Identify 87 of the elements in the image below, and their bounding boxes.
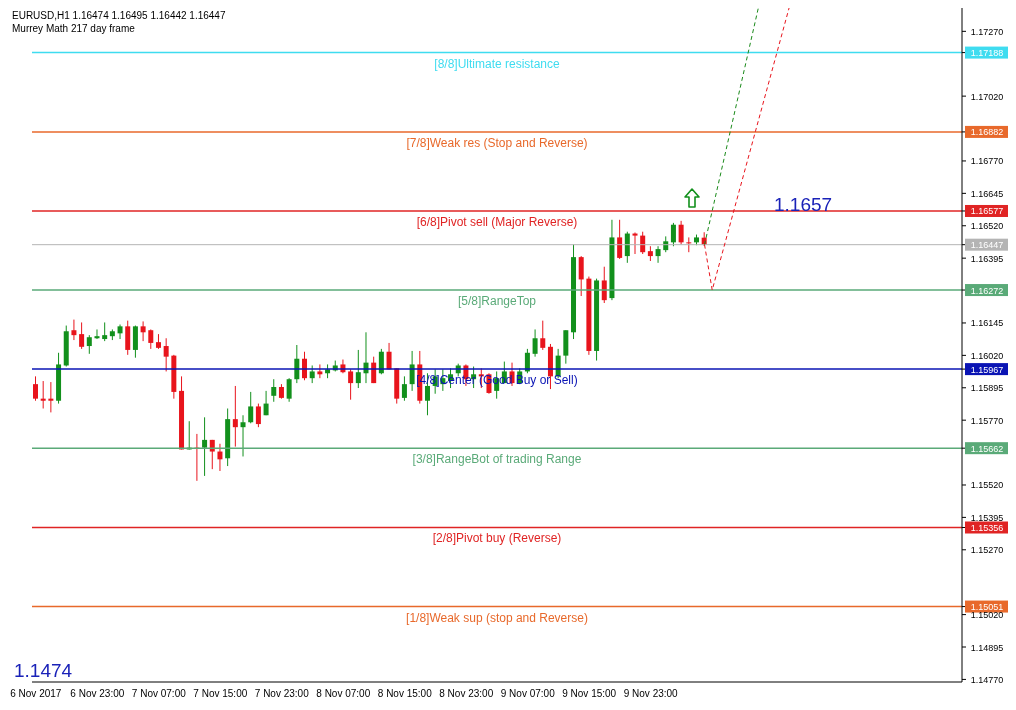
- candlestick: [655, 245, 661, 264]
- candlestick: [71, 319, 77, 341]
- candlestick: [148, 328, 154, 350]
- candlestick: [601, 266, 607, 304]
- candlestick: [163, 337, 169, 372]
- y-tick-label: 1.14895: [970, 642, 1004, 653]
- text: Murrey Math 217 day frame: [12, 23, 135, 34]
- candlestick: [532, 328, 538, 358]
- y-tick-label: 1.16577: [970, 206, 1004, 217]
- y-tick-label: 1.15395: [970, 512, 1004, 523]
- candlestick: [401, 375, 407, 402]
- candlestick: [386, 342, 392, 370]
- candlestick: [33, 375, 38, 402]
- annotation: 1.1474: [14, 660, 73, 682]
- candlestick: [255, 403, 261, 428]
- candlestick: [409, 350, 415, 392]
- x-tick-label: 8 Nov 15:00: [377, 688, 433, 700]
- y-tick-label: 1.16770: [970, 156, 1004, 167]
- y-tick-label: 1.16645: [970, 188, 1004, 199]
- y-tick-label: 1.17270: [970, 26, 1004, 37]
- ref-line-label: [3/8]RangeBot of trading Range: [412, 452, 582, 467]
- chart-title: EURUSD,H1 1.16474 1.16495 1.16442 1.16447: [12, 10, 226, 21]
- candlestick: [348, 368, 354, 401]
- candlestick: [248, 391, 254, 424]
- x-tick-label: 8 Nov 07:00: [316, 688, 371, 700]
- candlestick: [670, 222, 676, 247]
- annotation: 1.1657: [774, 194, 833, 216]
- ref-line-label: [5/8]RangeTop: [457, 294, 537, 309]
- x-tick-label: 9 Nov 15:00: [562, 688, 617, 700]
- candlestick: [624, 231, 630, 264]
- candlestick: [286, 377, 292, 403]
- y-tick-label: 1.15662: [970, 443, 1004, 454]
- x-tick-label: 8 Nov 23:00: [439, 688, 494, 700]
- y-tick-label: 1.17020: [970, 91, 1004, 102]
- candlestick: [217, 443, 223, 472]
- candlestick: [632, 231, 638, 255]
- candlestick: [48, 381, 54, 413]
- x-tick-label: 9 Nov 23:00: [623, 688, 679, 700]
- x-tick-label: 9 Nov 07:00: [500, 688, 556, 700]
- ref-line-label: [8/8]Ultimate resistance: [434, 56, 561, 71]
- candlestick: [140, 320, 146, 342]
- candlestick: [578, 255, 584, 297]
- y-tick-label: 1.17188: [970, 48, 1004, 59]
- y-tick-label: 1.15020: [970, 610, 1004, 621]
- candlestick: [271, 378, 277, 403]
- y-tick-label: 1.16882: [970, 127, 1004, 138]
- candlestick: [240, 414, 246, 457]
- y-tick-label: 1.16272: [970, 285, 1004, 296]
- candlestick: [40, 380, 46, 410]
- y-tick-label: 1.16520: [970, 221, 1004, 232]
- candlestick: [125, 320, 131, 356]
- ref-line-label: [2/8]Pivot buy (Reverse): [432, 531, 562, 546]
- x-tick-label: 6 Nov 23:00: [70, 688, 125, 700]
- y-tick-label: 1.15270: [970, 545, 1004, 556]
- candlestick: [640, 231, 646, 255]
- candlestick: [540, 320, 546, 351]
- y-tick-label: 1.15356: [970, 523, 1004, 533]
- candlestick: [317, 363, 323, 379]
- ref-line-label: [7/8]Weak res (Stop and Reverse): [406, 135, 588, 150]
- y-tick-label: 1.15895: [970, 383, 1004, 394]
- candlestick: [202, 416, 208, 477]
- candlestick: [102, 321, 108, 342]
- x-tick-label: 6 Nov 2017: [10, 688, 62, 700]
- candlestick: [678, 220, 684, 245]
- y-tick-label: 1.16145: [970, 318, 1004, 329]
- candlestick: [263, 390, 269, 416]
- candlestick: [79, 321, 85, 350]
- candlestick: [132, 325, 138, 359]
- y-tick-label: 1.15770: [970, 415, 1004, 426]
- x-tick-label: 7 Nov 15:00: [193, 688, 248, 700]
- y-tick-label: 1.15967: [970, 364, 1004, 375]
- x-tick-label: 7 Nov 23:00: [254, 688, 310, 700]
- candlestick: [94, 328, 100, 340]
- candlestick: [86, 334, 92, 355]
- y-tick-label: 1.15520: [970, 480, 1004, 491]
- y-tick-label: 1.16020: [970, 350, 1004, 361]
- y-tick-label: 1.16447: [970, 240, 1004, 251]
- candlestick: [355, 349, 361, 389]
- y-tick-label: 1.16395: [970, 253, 1004, 264]
- y-tick-label: 1.15051: [970, 602, 1004, 613]
- candlestick: [617, 219, 623, 260]
- y-tick-label: 1.14770: [970, 674, 1004, 685]
- candlestick: [232, 385, 238, 448]
- candlestick: [117, 324, 123, 340]
- ref-line-label: [6/8]Pivot sell (Major Reverse): [416, 214, 578, 229]
- ref-line-label: [1/8]Weak sup (stop and Reverse): [406, 610, 588, 625]
- x-tick-label: 7 Nov 07:00: [131, 688, 187, 700]
